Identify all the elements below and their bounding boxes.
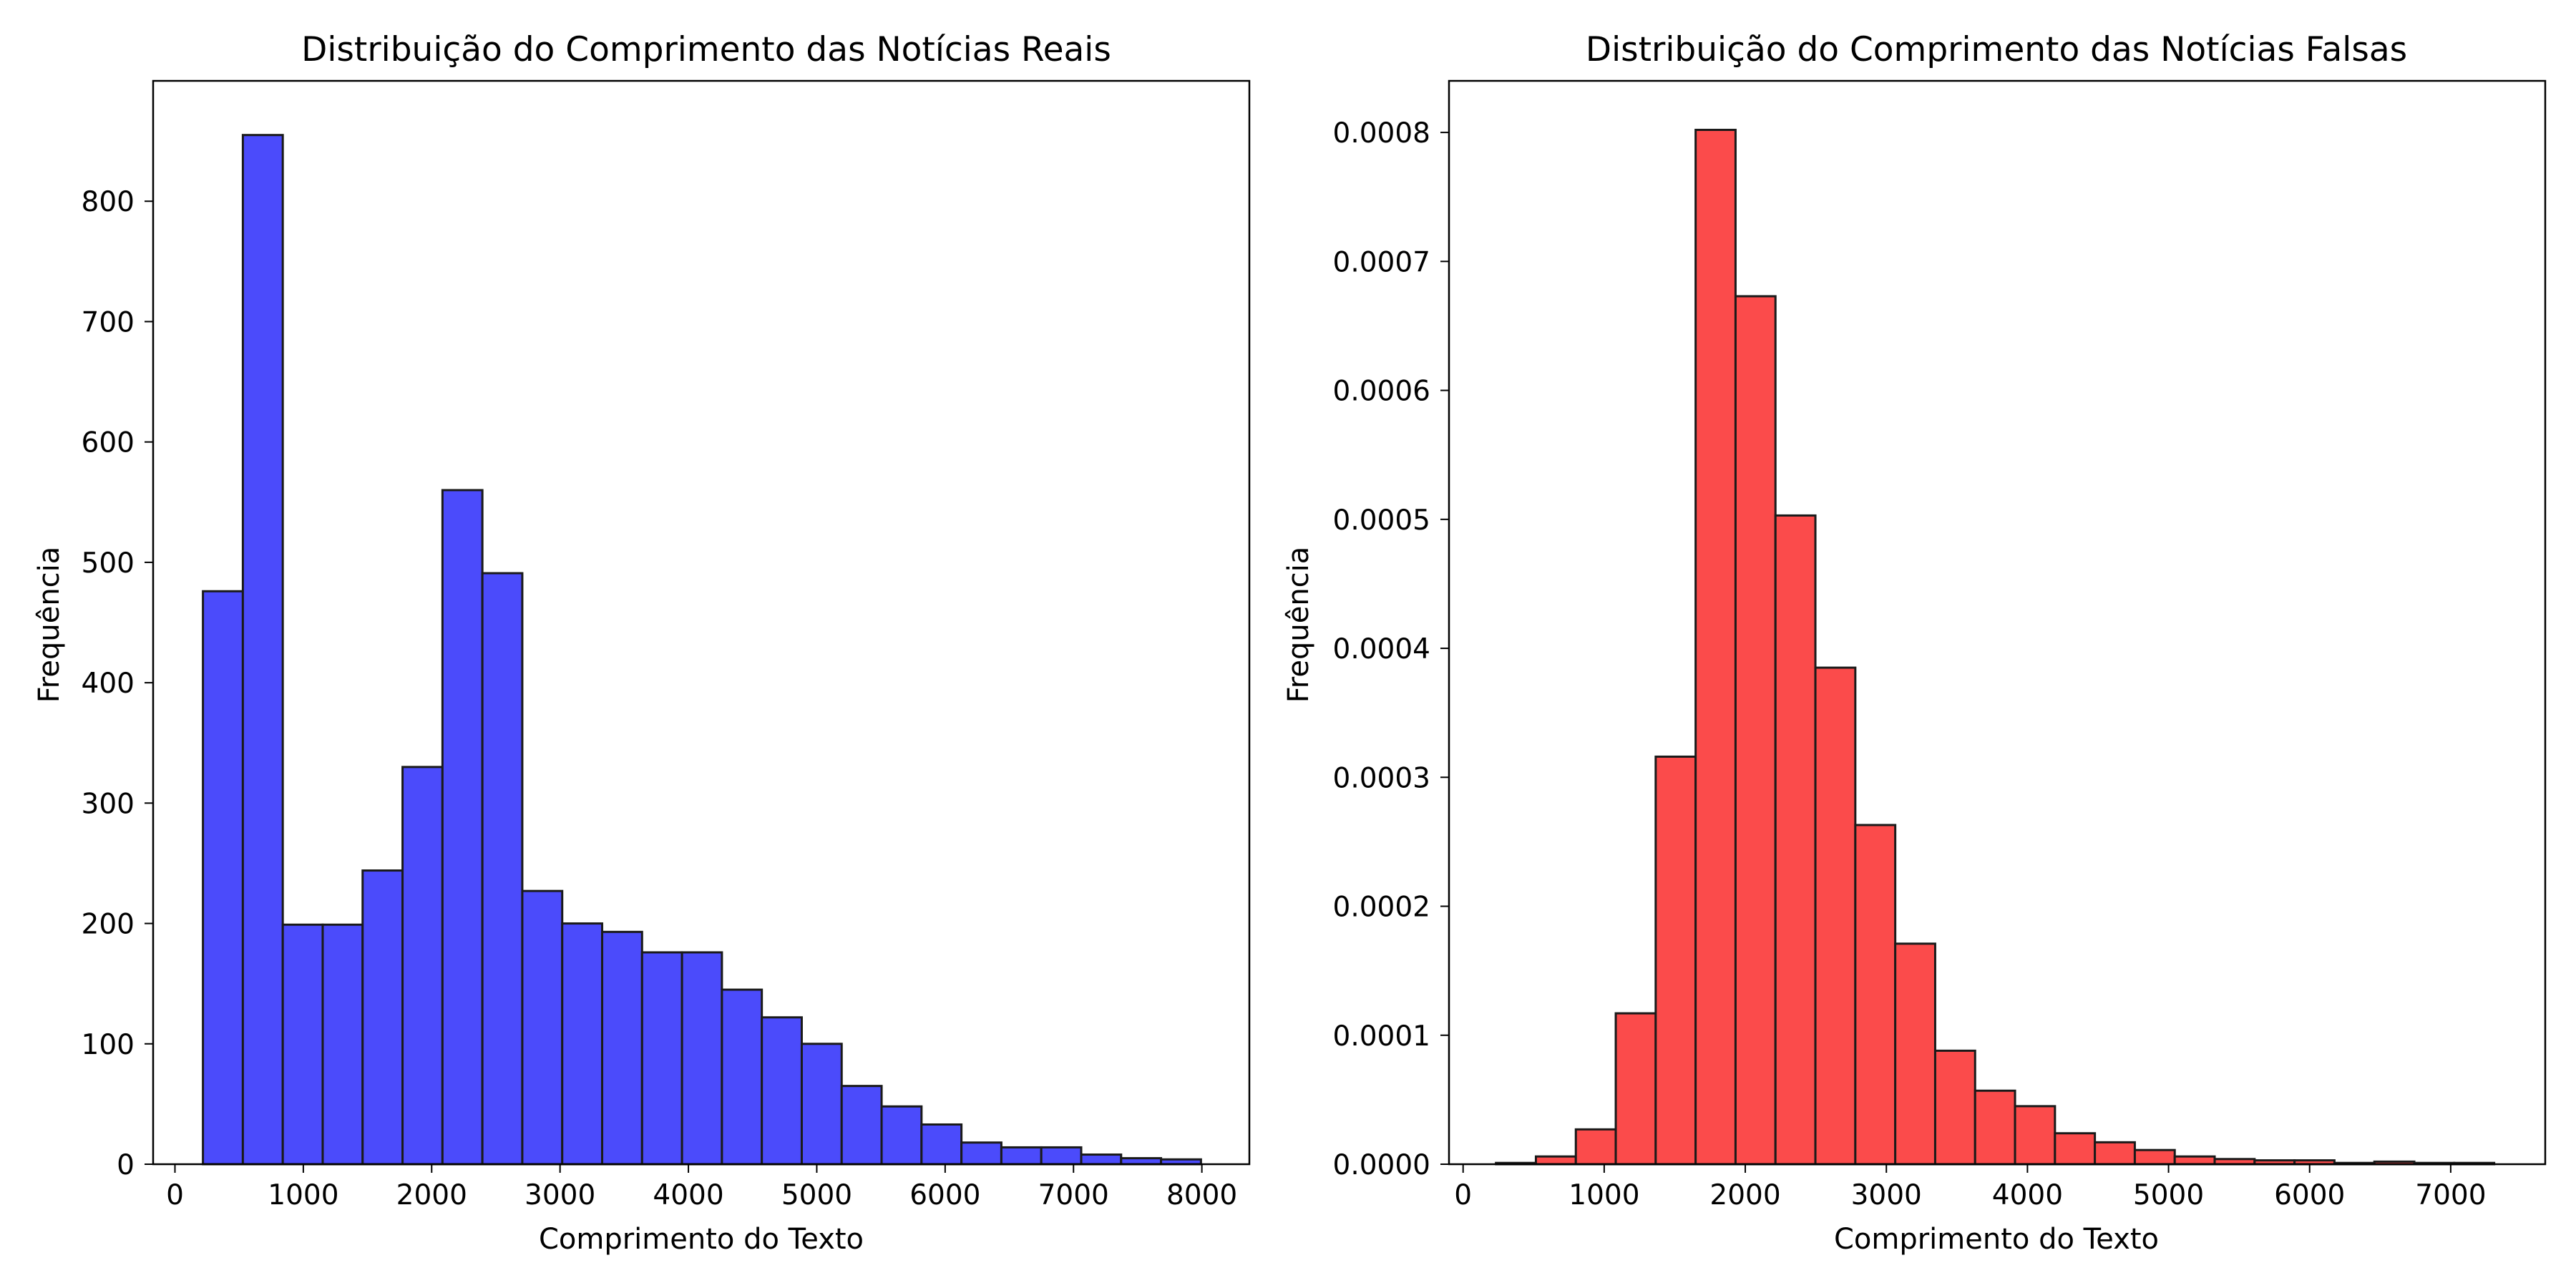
x-axis-label: Comprimento do Texto	[1834, 1223, 2159, 1256]
x-tick-label: 6000	[2274, 1179, 2345, 1211]
histogram-bar	[1614, 1012, 1657, 1166]
histogram-bar	[521, 889, 564, 1166]
histogram-bar	[680, 951, 723, 1166]
y-tick-label: 300	[82, 788, 135, 820]
histogram-bar	[800, 1043, 843, 1166]
y-tick-label: 0	[117, 1149, 135, 1181]
histogram-bar	[640, 951, 683, 1166]
histogram-bar	[2173, 1155, 2216, 1166]
histogram-bar	[601, 930, 643, 1166]
plot-frame	[152, 79, 1251, 1166]
histogram-bar	[401, 766, 444, 1166]
y-tick-label: 600	[82, 427, 135, 459]
y-tick-label: 0.0001	[1333, 1020, 1430, 1053]
y-tick-label: 400	[82, 668, 135, 700]
histogram-bar	[1974, 1089, 2016, 1166]
histogram-bar	[2014, 1105, 2057, 1166]
x-tick-label: 7000	[2415, 1179, 2486, 1211]
x-tick-label: 0	[1454, 1179, 1472, 1211]
y-tick-label: 0.0003	[1333, 762, 1430, 794]
y-tick-label: 0.0002	[1333, 892, 1430, 924]
x-tick-label: 8000	[1166, 1179, 1237, 1211]
histogram-bar	[1854, 824, 1897, 1166]
x-tick-label: 3000	[1851, 1179, 1922, 1211]
y-tick-label: 0.0004	[1333, 633, 1430, 665]
histogram-bar	[481, 572, 524, 1166]
x-tick-label: 1000	[1568, 1179, 1639, 1211]
histogram-bar	[1000, 1146, 1043, 1166]
histogram-bar	[1894, 942, 1936, 1166]
y-tick-label: 500	[82, 547, 135, 580]
y-axis-ticks: 0.0000 0.0001 0.0002 0.0003 0.0004 0.0005 0.00…	[1333, 117, 1449, 1181]
histogram-bar	[920, 1123, 963, 1166]
x-axis-ticks: 0 1000 2000 3000 4000 5000 6000 7000 8000	[166, 1164, 1237, 1211]
histogram-bar	[1120, 1157, 1163, 1166]
histogram-bar	[1534, 1155, 1577, 1166]
chart-title: Distribuição do Comprimento das Notícias…	[301, 30, 1111, 69]
x-tick-label: 5000	[2133, 1179, 2204, 1211]
y-tick-label: 800	[82, 186, 135, 218]
x-tick-label: 7000	[1038, 1179, 1109, 1211]
y-tick-label: 0.0005	[1333, 504, 1430, 537]
chart-real-news: Distribuição do Comprimento das Notícias…	[33, 30, 1251, 1256]
histogram-bar	[880, 1105, 923, 1166]
histogram-bar	[1574, 1128, 1617, 1166]
histogram-bar	[1040, 1146, 1083, 1166]
x-tick-label: 2000	[1709, 1179, 1780, 1211]
histogram-bar	[761, 1016, 803, 1166]
histogram-bar	[2054, 1132, 2097, 1166]
x-tick-label: 2000	[396, 1179, 467, 1211]
y-tick-label: 0.0007	[1333, 246, 1430, 278]
x-tick-label: 6000	[909, 1179, 980, 1211]
histogram-bar	[2133, 1148, 2176, 1166]
histogram-bar	[960, 1141, 1002, 1166]
y-tick-label: 0.0006	[1333, 376, 1430, 408]
histogram-bar	[840, 1085, 883, 1166]
y-tick-label: 100	[82, 1029, 135, 1061]
chart-title: Distribuição do Comprimento das Notícias…	[1586, 30, 2407, 69]
histogram-bar	[1734, 295, 1777, 1166]
x-tick-label: 0	[166, 1179, 184, 1211]
chart-fake-news: Distribuição do Comprimento das Notícias…	[1282, 30, 2547, 1256]
histogram-bar	[2094, 1141, 2136, 1166]
bars-group	[1495, 128, 2496, 1166]
histogram-bar	[1774, 514, 1817, 1166]
y-tick-label: 0.0008	[1333, 117, 1430, 150]
bars-group	[202, 134, 1202, 1166]
histogram-bar	[241, 134, 284, 1166]
histogram-bar	[361, 869, 404, 1166]
histogram-bar	[281, 923, 324, 1166]
y-axis-label: Frequência	[1282, 547, 1315, 703]
histogram-bar	[721, 988, 763, 1166]
y-axis-label: Frequência	[33, 547, 66, 703]
x-axis-label: Comprimento do Texto	[539, 1223, 864, 1256]
histogram-bar	[1814, 666, 1857, 1166]
histogram-bar	[1694, 128, 1737, 1166]
x-tick-label: 4000	[653, 1179, 723, 1211]
histogram-bar	[1933, 1049, 1976, 1166]
histogram-bar	[1654, 755, 1697, 1166]
histogram-bar	[1080, 1153, 1123, 1166]
histogram-bar	[561, 922, 604, 1166]
y-tick-label: 200	[82, 909, 135, 941]
x-tick-label: 3000	[525, 1179, 595, 1211]
y-tick-label: 0.0000	[1333, 1149, 1430, 1181]
x-tick-label: 4000	[1992, 1179, 2063, 1211]
histogram-bar	[202, 590, 244, 1166]
histogram-bar	[441, 489, 484, 1166]
x-axis-ticks: 0 1000 2000 3000 4000 5000 6000 7000	[1454, 1164, 2487, 1211]
plot-frame	[1448, 79, 2547, 1166]
x-tick-label: 5000	[781, 1179, 852, 1211]
y-axis-ticks: 0 100 200 300 400 500 600 700 800	[82, 186, 153, 1181]
histogram-bar	[321, 923, 364, 1166]
y-tick-label: 700	[82, 306, 135, 338]
x-tick-label: 1000	[268, 1179, 338, 1211]
